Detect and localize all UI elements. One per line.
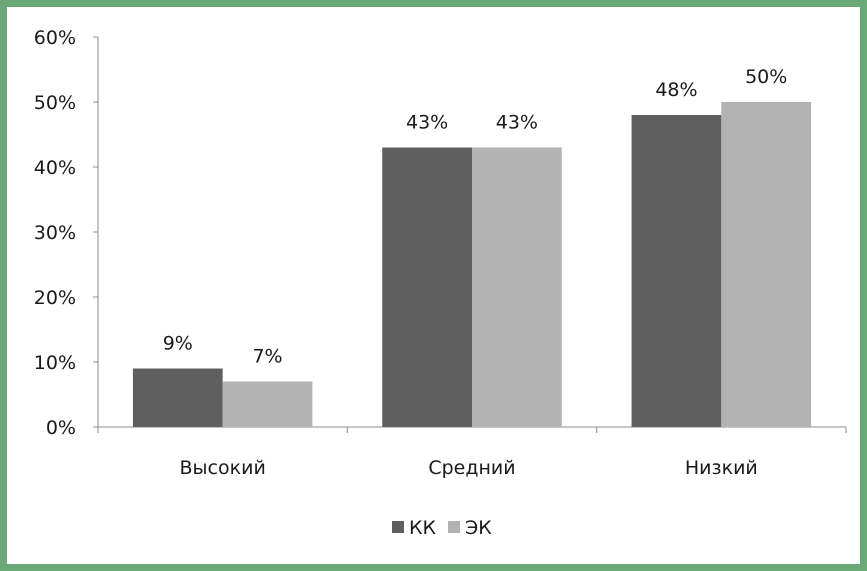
y-tick-label: 40% bbox=[34, 157, 76, 179]
x-category-label: Средний bbox=[428, 457, 515, 479]
legend-label: ЭК bbox=[465, 517, 492, 539]
data-label: 9% bbox=[163, 333, 193, 355]
x-category-label: Высокий bbox=[180, 457, 266, 479]
y-tick-label: 10% bbox=[34, 352, 76, 374]
x-axis: Высокий Средний Низкий bbox=[97, 426, 847, 479]
bar bbox=[472, 147, 562, 427]
y-axis: 0% 10% 20% 30% 40% 50% 60% bbox=[34, 27, 99, 439]
y-tick-label: 50% bbox=[34, 92, 76, 114]
data-label: 48% bbox=[655, 79, 697, 101]
y-tick-label: 60% bbox=[34, 27, 76, 49]
legend-swatch bbox=[392, 521, 404, 533]
data-labels: 9% 43% 48% 7% 43% 50% bbox=[163, 66, 788, 368]
bars bbox=[132, 102, 812, 427]
bar bbox=[222, 381, 313, 427]
data-label: 43% bbox=[496, 112, 538, 134]
y-tick-label: 20% bbox=[34, 287, 76, 309]
bar bbox=[132, 368, 223, 427]
legend-label: КК bbox=[409, 517, 436, 539]
bar bbox=[721, 102, 812, 427]
legend: КК ЭК bbox=[392, 517, 492, 539]
y-tick-label: 0% bbox=[46, 417, 76, 439]
y-tick-label: 30% bbox=[34, 222, 76, 244]
x-category-label: Низкий bbox=[685, 457, 758, 479]
data-label: 43% bbox=[406, 112, 448, 134]
data-label: 7% bbox=[252, 346, 282, 368]
data-label: 50% bbox=[745, 66, 787, 88]
bar bbox=[631, 115, 722, 427]
bar bbox=[382, 147, 472, 427]
legend-swatch bbox=[448, 521, 460, 533]
